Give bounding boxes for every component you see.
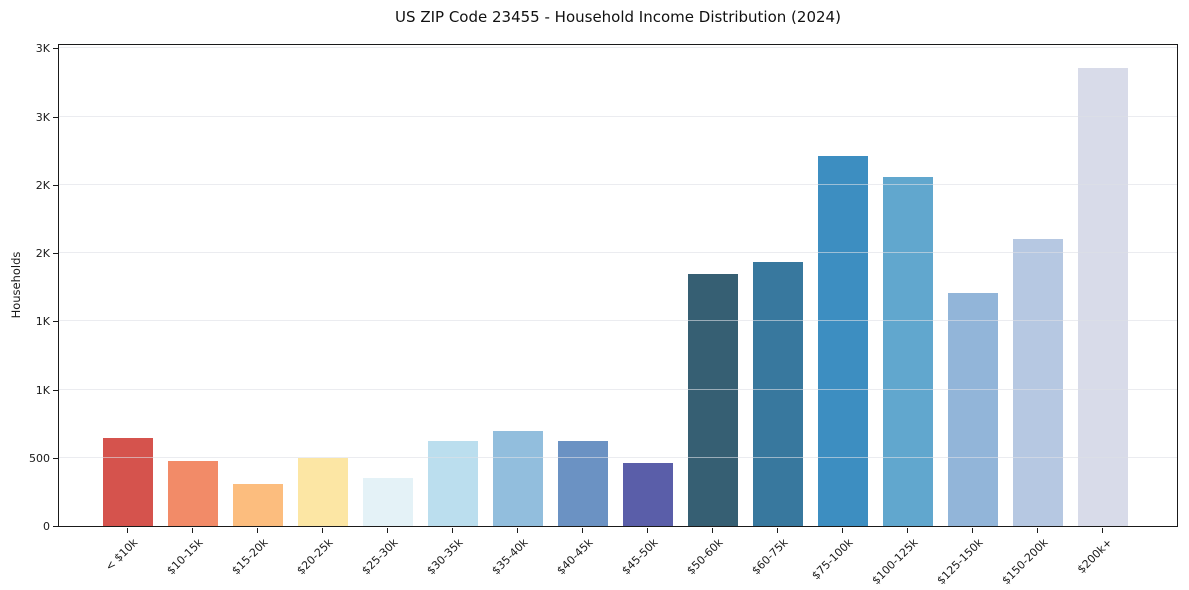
bar-$100-125k <box>883 177 933 526</box>
x-tick-label: $40-45k <box>553 536 596 578</box>
x-tick-label: $150-200k <box>999 536 1051 588</box>
x-tick-label: $75-100k <box>808 536 856 583</box>
y-tick-label: 500 <box>29 451 50 465</box>
y-tick-label: 1K <box>35 315 50 329</box>
bar-$35-40k <box>493 430 543 526</box>
gridline-3500 <box>59 47 1177 49</box>
y-tick-label: 2K <box>35 178 50 192</box>
y-tick-mark <box>53 526 58 527</box>
gridline-2000 <box>59 252 1177 254</box>
x-axis: < $10k $10-15k $15-20k $20-25k $25-30k $30-35… <box>58 527 1178 590</box>
x-tick-mark <box>517 528 518 533</box>
bar-$40-45k <box>558 441 608 526</box>
x-tick-mark <box>127 528 128 533</box>
x-tick-label: $125-150k <box>934 536 986 588</box>
x-tick-mark <box>192 528 193 533</box>
bar-$200k+ <box>1078 67 1128 526</box>
x-tick-mark <box>907 528 908 533</box>
x-tick-label: $100-125k <box>869 536 921 588</box>
x-tick-mark <box>972 528 973 533</box>
x-tick-mark <box>1102 528 1103 533</box>
x-tick-mark <box>712 528 713 533</box>
x-tick-mark <box>257 528 258 533</box>
x-tick-label: $35-40k <box>488 536 531 578</box>
bar-$125-150k <box>948 293 998 526</box>
x-tick-mark <box>387 528 388 533</box>
bar-< $10k <box>103 438 153 526</box>
y-tick-label: 3K <box>35 110 50 124</box>
gridline-2500 <box>59 183 1177 185</box>
y-tick-mark <box>53 184 58 186</box>
bar-$150-200k <box>1013 239 1063 526</box>
bar-$15-20k <box>233 484 283 526</box>
y-tick-label: 0 <box>43 520 50 533</box>
chart-title: US ZIP Code 23455 - Household Income Dis… <box>395 8 841 26</box>
x-tick-label: $25-30k <box>358 536 401 578</box>
x-tick-label: < $10k <box>102 536 141 574</box>
x-tick-mark <box>842 528 843 533</box>
x-tick-label: $20-25k <box>293 536 336 578</box>
y-tick-label: 2K <box>35 247 50 261</box>
y-axis: 0 500 1K 1K 2K 2K 3K 3K <box>0 42 58 533</box>
gridline-1500 <box>59 320 1177 322</box>
x-tick-label: $10-15k <box>163 536 206 578</box>
bar-$10-15k <box>168 461 218 526</box>
x-tick-mark <box>322 528 323 533</box>
gridline-500 <box>59 456 1177 458</box>
x-tick-mark <box>777 528 778 533</box>
y-tick-mark <box>53 389 58 391</box>
gridline-3000 <box>59 115 1177 117</box>
x-tick-label: $15-20k <box>228 536 271 578</box>
bar-$75-100k <box>818 155 868 526</box>
y-tick-label: 1K <box>35 383 50 397</box>
y-tick-mark <box>53 457 58 459</box>
y-tick-mark <box>53 48 58 50</box>
bar-$60-75k <box>753 262 803 526</box>
x-tick-mark <box>647 528 648 533</box>
y-tick-label: 3K <box>35 42 50 56</box>
bar-$50-60k <box>688 273 738 526</box>
y-tick-mark <box>53 321 58 323</box>
x-tick-label: $200k+ <box>1075 536 1116 577</box>
x-tick-label: $30-35k <box>423 536 466 578</box>
bar-$45-50k <box>623 462 673 526</box>
x-tick-label: $50-60k <box>683 536 726 578</box>
x-tick-mark <box>1037 528 1038 533</box>
gridline-1000 <box>59 388 1177 390</box>
x-tick-label: $60-75k <box>748 536 791 578</box>
y-tick-mark <box>53 253 58 255</box>
plot-area <box>58 44 1178 527</box>
bar-$20-25k <box>298 457 348 526</box>
bar-$25-30k <box>363 477 413 526</box>
x-tick-label: $45-50k <box>618 536 661 578</box>
bar-$30-35k <box>428 441 478 526</box>
y-tick-mark <box>53 116 58 118</box>
x-tick-mark <box>452 528 453 533</box>
x-tick-mark <box>582 528 583 533</box>
